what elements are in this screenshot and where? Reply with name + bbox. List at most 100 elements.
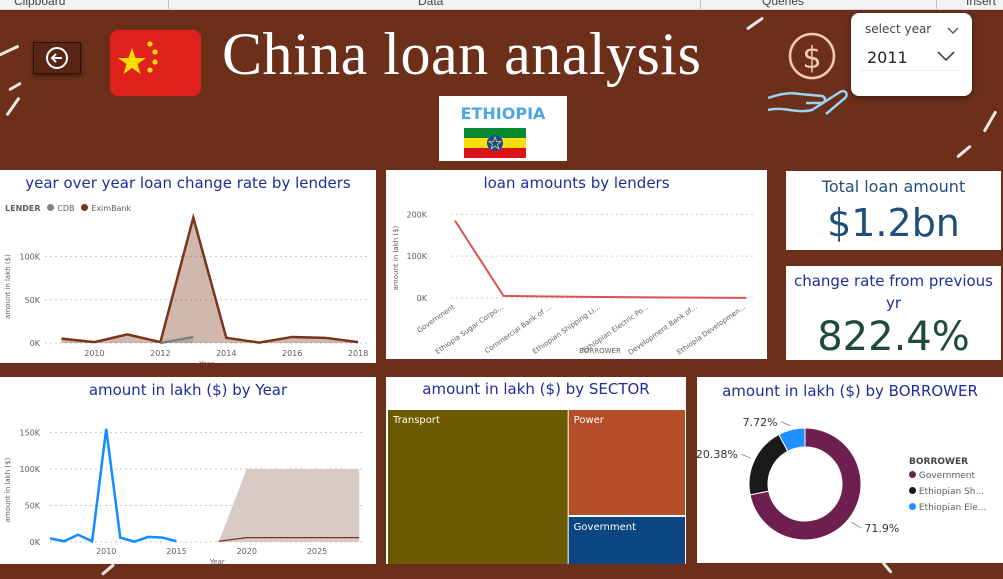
x-tick-label: 2025 [307,547,327,556]
x-tick-label: 2012 [150,349,170,358]
kpi-value: $1.2bn [827,201,960,245]
legend-item-shipping: Ethiopian Sh... [918,487,985,497]
x-tick-label: 2014 [216,349,236,358]
legend-dot [81,204,89,211]
y-tick-label: 0K [417,294,428,303]
slicer-label: select year [865,22,932,36]
data-label: 7.72% [743,416,778,429]
x-tick-label: 2010 [96,547,116,556]
selected-year: 2011 [867,48,908,67]
legend-item-cdb: CDB [57,204,75,213]
panel-title: amount in lakh ($) by SECTOR [422,380,650,398]
ethiopia-flag-icon [464,128,526,158]
y-axis-title: amount in lakh ($) [392,225,400,290]
back-arrow-icon [46,47,68,69]
legend-dot [909,487,916,494]
kpi-value: 822.4% [817,314,970,360]
x-tick-label: 2010 [84,349,104,358]
decor-stroke [0,44,20,59]
country-card: ETHIOPIA [439,96,567,161]
treemap-label: Power [574,415,605,426]
decor-stroke [8,81,22,92]
panel-title: year over year loan change rate by lende… [25,174,351,192]
country-name: ETHIOPIA [460,104,546,123]
year-dropdown[interactable]: 2011 [861,41,961,71]
y-axis-title: amount in lakh ($) [4,457,12,522]
treemap-label: Transport [392,415,440,426]
ribbon-group-data[interactable]: Data [418,0,444,8]
change-rate-card[interactable]: change rate from previous yr 822.4% [786,266,1001,360]
y-tick-label: 0K [30,538,41,547]
lender-loans-panel[interactable]: loan amounts by lenders 0K 100K 200K Govern… [386,170,767,359]
sector-treemap: Transport Power Government [388,410,685,564]
x-tick-label: 2020 [237,547,257,556]
leader-line [851,521,862,529]
donut-slice [778,427,806,452]
y-tick-label: 200K [406,210,427,219]
x-tick-label: 2015 [166,547,186,556]
decor-stroke [100,563,116,576]
chevron-down-icon[interactable] [937,51,955,61]
x-tick-label: 2018 [348,349,368,358]
dashboard-canvas: China loan analysis $ select year 2011 E… [0,10,1003,579]
legend-title: LENDER [5,204,41,213]
dollar-hand-icon: $ [767,32,848,115]
x-axis-title: BORROWER [579,347,621,355]
borrower-panel[interactable]: amount in lakh ($) by BORROWER 71.9% 20.3… [697,377,1003,563]
x-tick-label: Government [416,303,457,335]
legend-item-government: Government [918,471,976,481]
y-tick-label: 150K [19,429,40,438]
decor-stroke [881,561,893,574]
treemap-tile [568,516,685,564]
sector-panel[interactable]: amount in lakh ($) by SECTOR Transport Po… [386,377,686,564]
donut-slice [748,433,789,496]
x-tick-label: 2016 [282,349,302,358]
chart-legend: LENDER CDB EximBank [5,204,131,214]
excel-ribbon: Clipboard Data Queries Insert [0,0,1003,10]
kpi-title: Total loan amount [821,177,966,196]
china-flag-icon [110,30,201,96]
treemap-tile [388,410,568,564]
y-tick-label: 100K [406,252,427,261]
y-tick-label: 100K [19,253,40,262]
forecast-band [218,469,360,542]
series-line [454,220,747,299]
borrower-donut-chart: 71.9% 20.38% 7.72% [697,416,899,541]
legend-dot [909,471,916,478]
legend-item-electric: Ethiopian Ele... [918,503,987,513]
ribbon-group-queries[interactable]: Queries [762,0,805,8]
y-axis-title: amount in lakh ($) [4,254,12,319]
treemap-label: Government [574,522,636,533]
year-line-chart: 0K 50K 100K 150K 2010 2015 2020 2025 Year amount … [4,429,362,564]
y-tick-label: 0K [30,339,41,348]
panel-title: amount in lakh ($) by Year [88,381,288,399]
decor-stroke [982,110,998,133]
ribbon-group-clipboard[interactable]: Clipboard [14,0,66,8]
yoy-change-panel[interactable]: year over year loan change rate by lende… [0,170,376,363]
y-tick-label: 100K [19,465,40,474]
back-button[interactable] [33,42,81,74]
panel-title: amount in lakh ($) by BORROWER [722,382,978,400]
yoy-line-chart: 0K 50K 100K 2010 2012 2014 2016 2018 Year amount … [4,212,368,363]
panel-title: loan amounts by lenders [483,174,670,192]
total-loan-card[interactable]: Total loan amount $1.2bn [786,171,1001,250]
year-slicer[interactable]: select year 2011 [851,13,972,96]
legend-dot [47,204,55,211]
amount-by-year-panel[interactable]: amount in lakh ($) by Year 0K 50K 100K 150K… [0,377,376,564]
legend-dot [909,503,916,510]
legend-title: BORROWER [909,457,969,467]
series-line [160,335,194,345]
donut-slice [749,427,862,541]
legend-item-eximbank: EximBank [91,204,132,213]
x-axis-title: Year [198,360,214,363]
ribbon-group-insert[interactable]: Insert [966,0,997,8]
x-axis-title: Year [209,558,225,564]
svg-text:$: $ [802,41,821,76]
decor-stroke [5,96,21,117]
page-title: China loan analysis [222,21,702,87]
decor-stroke [745,16,765,31]
chart-legend: BORROWER Government Ethiopian Sh... Ethi… [909,457,986,513]
chevron-down-icon[interactable] [947,27,959,35]
treemap-tile [568,410,685,515]
